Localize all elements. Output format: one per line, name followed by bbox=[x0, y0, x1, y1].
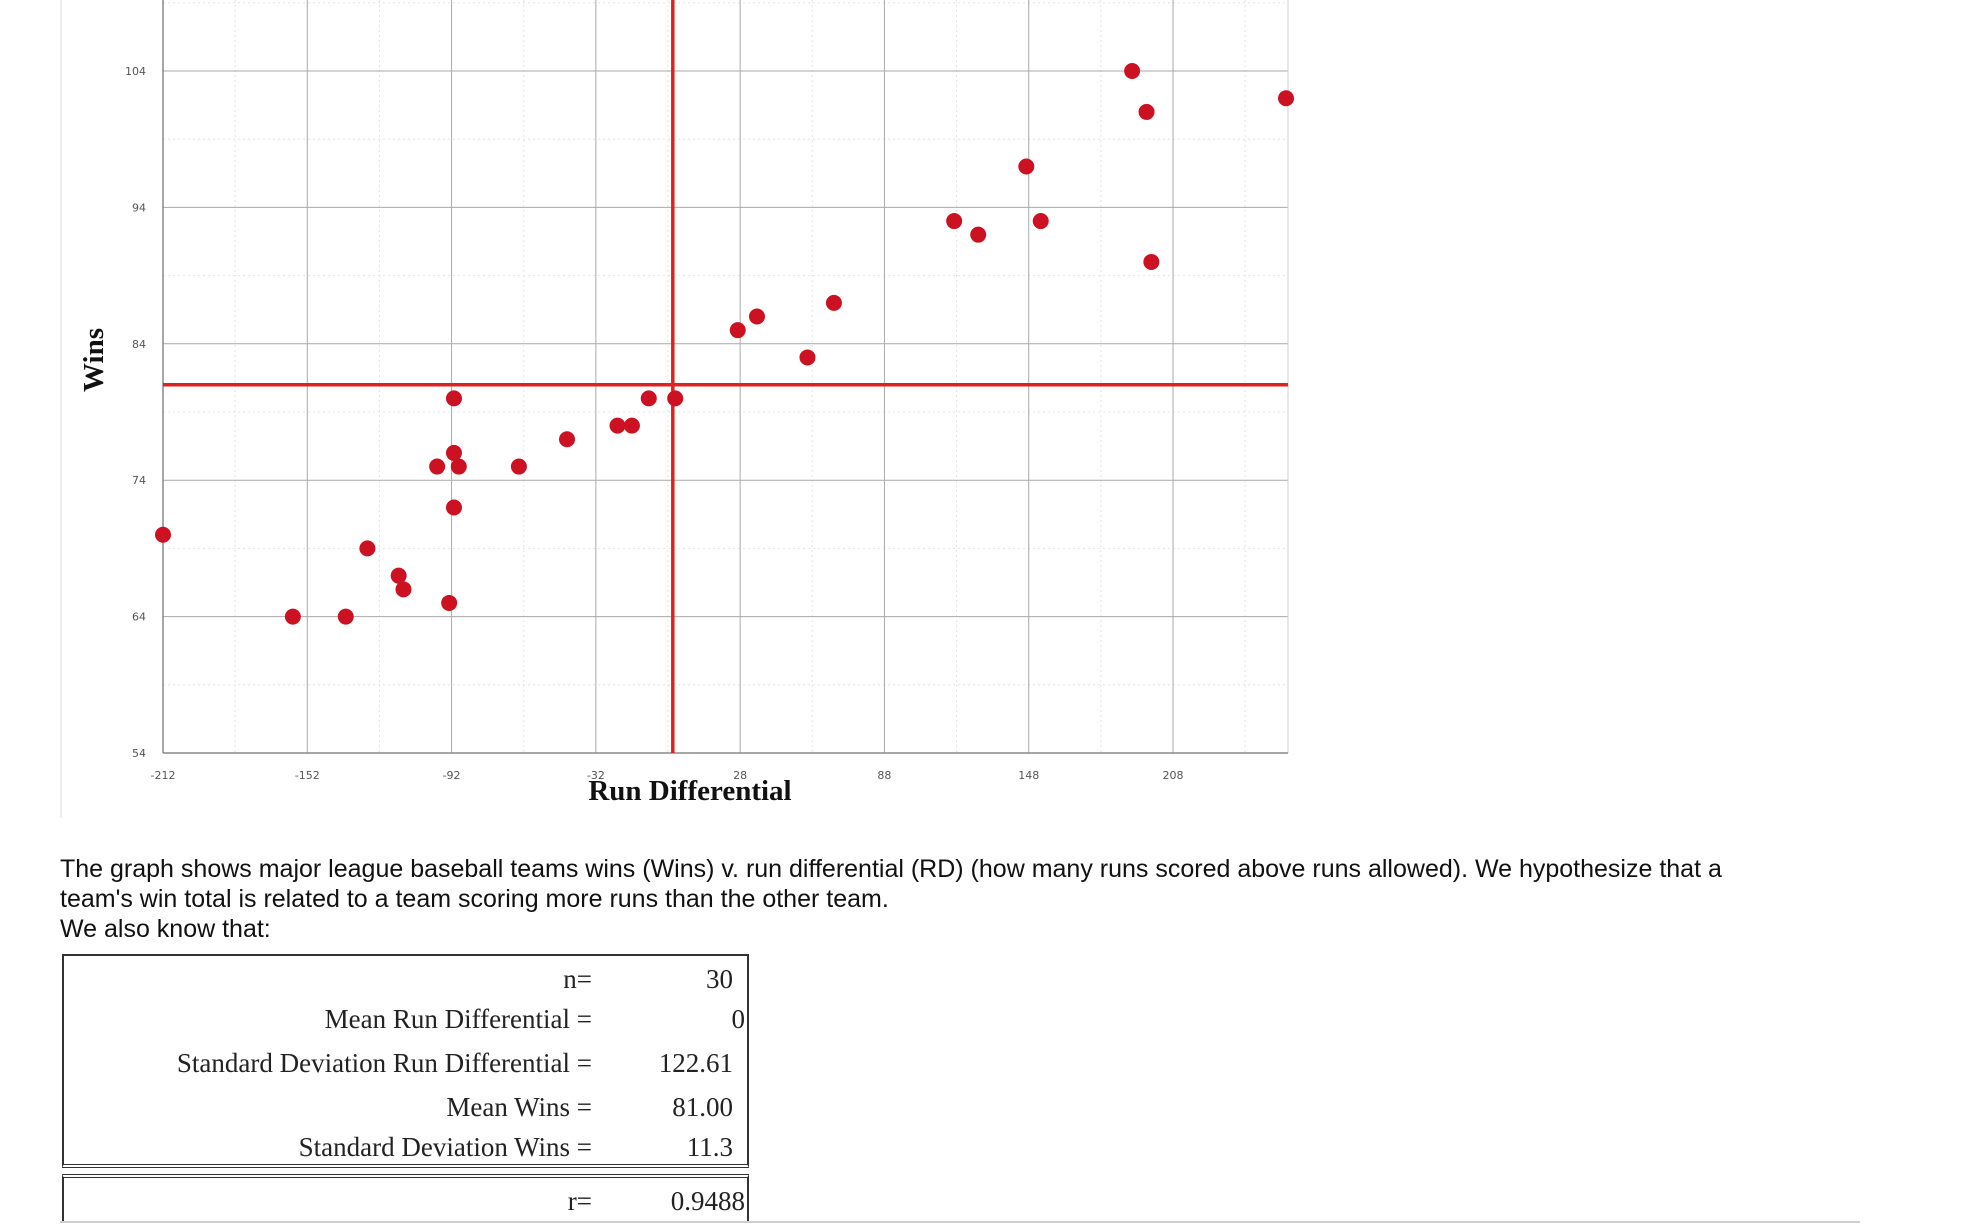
y-tick-label: 94 bbox=[132, 201, 146, 214]
stats-value: 30 bbox=[706, 964, 733, 994]
data-point bbox=[970, 226, 987, 243]
statistics-table: n= 30 Mean Run Differential = 0 Standard… bbox=[62, 954, 749, 1168]
stats-label: Standard Deviation Wins = bbox=[298, 1132, 592, 1162]
stats-value: 122.61 bbox=[658, 1048, 733, 1078]
y-axis-title: Wins bbox=[78, 328, 110, 392]
y-tick-label: 64 bbox=[132, 611, 146, 624]
x-tick-label: -32 bbox=[587, 769, 605, 782]
data-point bbox=[825, 294, 842, 311]
data-point bbox=[1032, 213, 1049, 230]
scatter-chart: -212 -152 -92 -32 28 88 148 208 54 64 74 84 94 104 Ru… bbox=[60, 0, 1295, 818]
data-point bbox=[1143, 253, 1160, 270]
divider bbox=[60, 1221, 1860, 1223]
stats-row-sd-rd: Standard Deviation Run Differential = 12… bbox=[64, 1048, 747, 1088]
data-point bbox=[1278, 90, 1295, 107]
stats-label: n= bbox=[563, 964, 592, 994]
grid bbox=[162, 0, 1289, 754]
stats-row-sd-wins: Standard Deviation Wins = 11.3 bbox=[64, 1132, 747, 1172]
x-tick-label: 88 bbox=[877, 769, 891, 782]
y-tick-label: 84 bbox=[132, 338, 146, 351]
y-tick-label: 74 bbox=[132, 474, 146, 487]
data-point bbox=[390, 567, 407, 584]
y-tick-label: 104 bbox=[125, 65, 146, 78]
data-point bbox=[445, 444, 462, 461]
data-point bbox=[748, 308, 765, 325]
data-point bbox=[284, 608, 301, 625]
description-line-3: We also know that: bbox=[60, 915, 271, 943]
data-point bbox=[337, 608, 354, 625]
correlation-table: r= 0.9488 bbox=[62, 1174, 749, 1222]
data-point bbox=[359, 540, 376, 557]
stats-row-mean-wins: Mean Wins = 81.00 bbox=[64, 1092, 747, 1132]
data-point bbox=[729, 322, 746, 339]
data-points bbox=[155, 63, 1295, 625]
x-tick-label: -152 bbox=[295, 769, 320, 782]
data-point bbox=[667, 390, 684, 407]
data-point bbox=[441, 594, 458, 611]
stats-label: Mean Run Differential = bbox=[324, 1004, 592, 1034]
description-line-1: The graph shows major league baseball te… bbox=[60, 855, 1722, 883]
description-line-2: team's win total is related to a team sc… bbox=[60, 885, 889, 913]
data-point bbox=[429, 458, 446, 475]
data-point bbox=[609, 417, 626, 434]
stats-row-mean-rd: Mean Run Differential = 0 bbox=[64, 1004, 747, 1044]
data-point bbox=[445, 390, 462, 407]
stats-row-n: n= 30 bbox=[64, 964, 747, 1004]
data-point bbox=[640, 390, 657, 407]
description: The graph shows major league baseball te… bbox=[60, 854, 1840, 944]
x-tick-label: -212 bbox=[151, 769, 176, 782]
x-axis-title: Run Differential bbox=[588, 775, 791, 807]
stats-value: 81.00 bbox=[672, 1092, 733, 1122]
y-tick-label: 54 bbox=[132, 747, 146, 760]
data-point bbox=[559, 431, 575, 448]
data-point bbox=[623, 417, 640, 434]
data-point bbox=[1018, 158, 1035, 175]
data-point bbox=[510, 458, 527, 475]
reference-lines bbox=[163, 0, 1288, 753]
data-point bbox=[450, 458, 467, 475]
stats-value: 11.3 bbox=[686, 1132, 733, 1162]
data-point bbox=[155, 526, 171, 543]
data-point bbox=[946, 213, 963, 230]
r-value: 0.9488 bbox=[670, 1186, 745, 1216]
data-point bbox=[799, 349, 816, 366]
r-label: r= bbox=[567, 1186, 592, 1216]
stats-label: Standard Deviation Run Differential = bbox=[176, 1048, 592, 1078]
data-point bbox=[445, 499, 462, 516]
x-tick-label: 28 bbox=[733, 769, 747, 782]
data-point bbox=[395, 581, 412, 598]
tick-labels: -212 -152 -92 -32 28 88 148 208 54 64 74 84 94 104 bbox=[125, 65, 1184, 782]
stats-label: Mean Wins = bbox=[446, 1092, 592, 1122]
data-point bbox=[1124, 63, 1141, 79]
x-tick-label: 208 bbox=[1163, 769, 1184, 782]
x-tick-label: -92 bbox=[443, 769, 461, 782]
x-tick-label: 148 bbox=[1018, 769, 1039, 782]
data-point bbox=[1138, 103, 1155, 120]
stats-value: 0 bbox=[731, 1004, 746, 1034]
